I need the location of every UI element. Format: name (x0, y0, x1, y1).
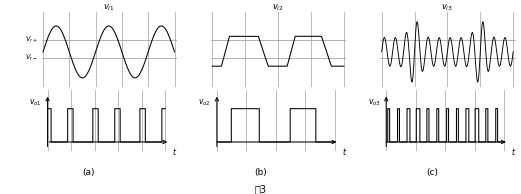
Text: $v_{i1}$: $v_{i1}$ (103, 3, 115, 13)
Text: $v_{o3}$: $v_{o3}$ (367, 97, 380, 107)
Text: $t$: $t$ (172, 146, 178, 157)
Text: (c): (c) (426, 168, 439, 177)
Text: $v_{o1}$: $v_{o1}$ (29, 97, 42, 107)
Text: 图3: 图3 (254, 184, 267, 194)
Text: $v_{i2}$: $v_{i2}$ (272, 3, 284, 13)
Text: (b): (b) (254, 168, 267, 177)
Text: $V_{r-}$: $V_{r-}$ (25, 53, 38, 63)
Text: $t$: $t$ (511, 146, 516, 157)
Text: (a): (a) (82, 168, 95, 177)
Text: $v_{i3}$: $v_{i3}$ (441, 3, 453, 13)
Text: $V_{r+}$: $V_{r+}$ (25, 35, 38, 45)
Text: $t$: $t$ (342, 146, 347, 157)
Text: $v_{o2}$: $v_{o2}$ (199, 97, 211, 107)
